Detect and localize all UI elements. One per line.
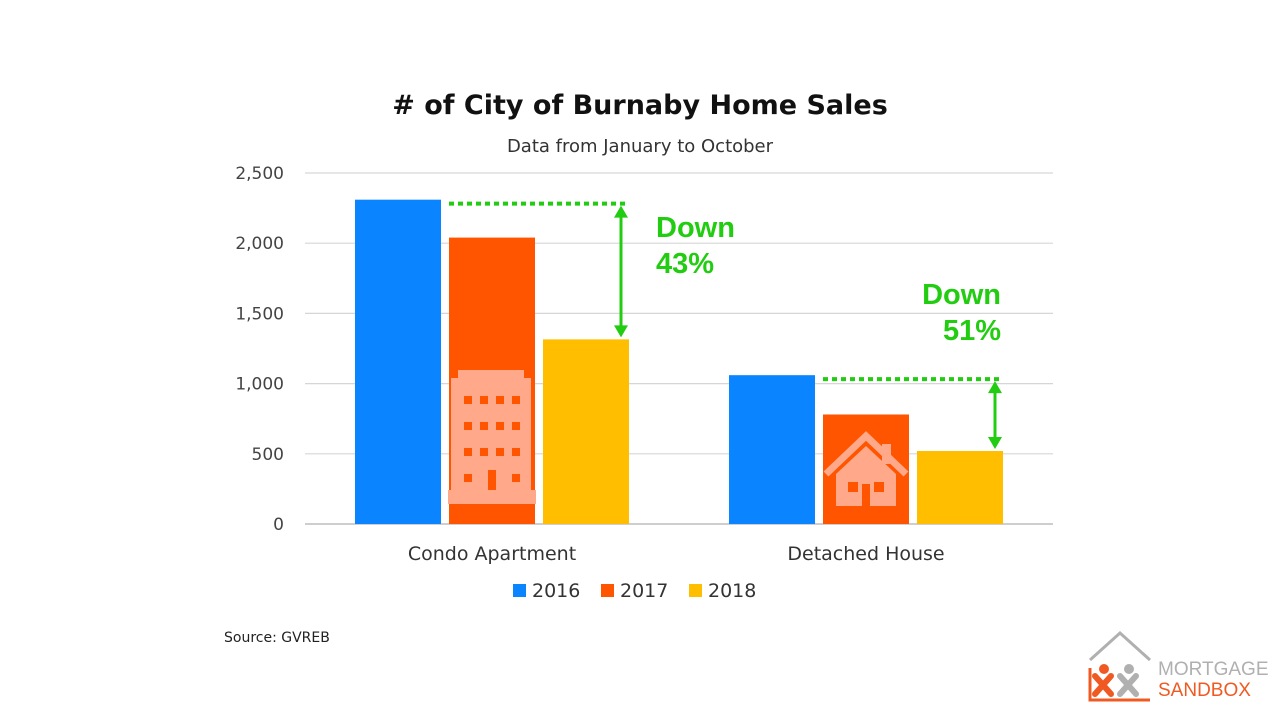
- legend-label: 2016: [532, 580, 580, 602]
- y-axis-ticks: 0 500 1,000 1,500 2,000 2,500: [235, 164, 284, 535]
- legend-swatch: [689, 584, 702, 597]
- annotations: Down 43% Down 51%: [449, 201, 1003, 449]
- arrow-head: [988, 381, 1002, 394]
- y-tick-label: 2,500: [235, 164, 284, 184]
- bar-2018: [543, 339, 629, 524]
- legend: 2016 2017 2018: [513, 580, 756, 602]
- bar-2016: [729, 375, 815, 524]
- bar-icons: [448, 370, 909, 506]
- legend-label: 2017: [620, 580, 668, 602]
- annotation-label: Down: [656, 212, 735, 244]
- chart-title: # of City of Burnaby Home Sales: [392, 90, 888, 121]
- y-tick-label: 0: [273, 515, 284, 535]
- legend-label: 2018: [708, 580, 756, 602]
- category-label: Condo Apartment: [408, 543, 576, 565]
- y-tick-label: 1,000: [235, 375, 284, 395]
- y-tick-label: 500: [252, 445, 284, 465]
- legend-swatch: [601, 584, 614, 597]
- category-label: Detached House: [787, 543, 944, 565]
- mortgage-sandbox-logo-icon: [1088, 630, 1152, 702]
- house-icon: [823, 431, 909, 506]
- building-icon: [448, 370, 536, 504]
- source-note: Source: GVREB: [224, 630, 330, 646]
- logo-text-mortgage: MORTGAGE: [1158, 659, 1269, 680]
- annotation-label: 51%: [943, 315, 1001, 347]
- arrow-head: [988, 436, 1002, 449]
- category-labels: Condo Apartment Detached House: [408, 543, 945, 565]
- chart-subtitle: Data from January to October: [507, 136, 774, 157]
- annotation-label: 43%: [656, 248, 714, 280]
- logo-text-sandbox: SANDBOX: [1158, 680, 1251, 701]
- bar-2018: [917, 450, 1003, 524]
- arrow-head: [614, 205, 628, 218]
- y-tick-label: 1,500: [235, 304, 284, 324]
- y-tick-label: 2,000: [235, 234, 284, 254]
- bar-2016: [355, 199, 441, 524]
- arrow-head: [614, 325, 628, 338]
- annotation-label: Down: [922, 279, 1001, 311]
- legend-swatch: [513, 584, 526, 597]
